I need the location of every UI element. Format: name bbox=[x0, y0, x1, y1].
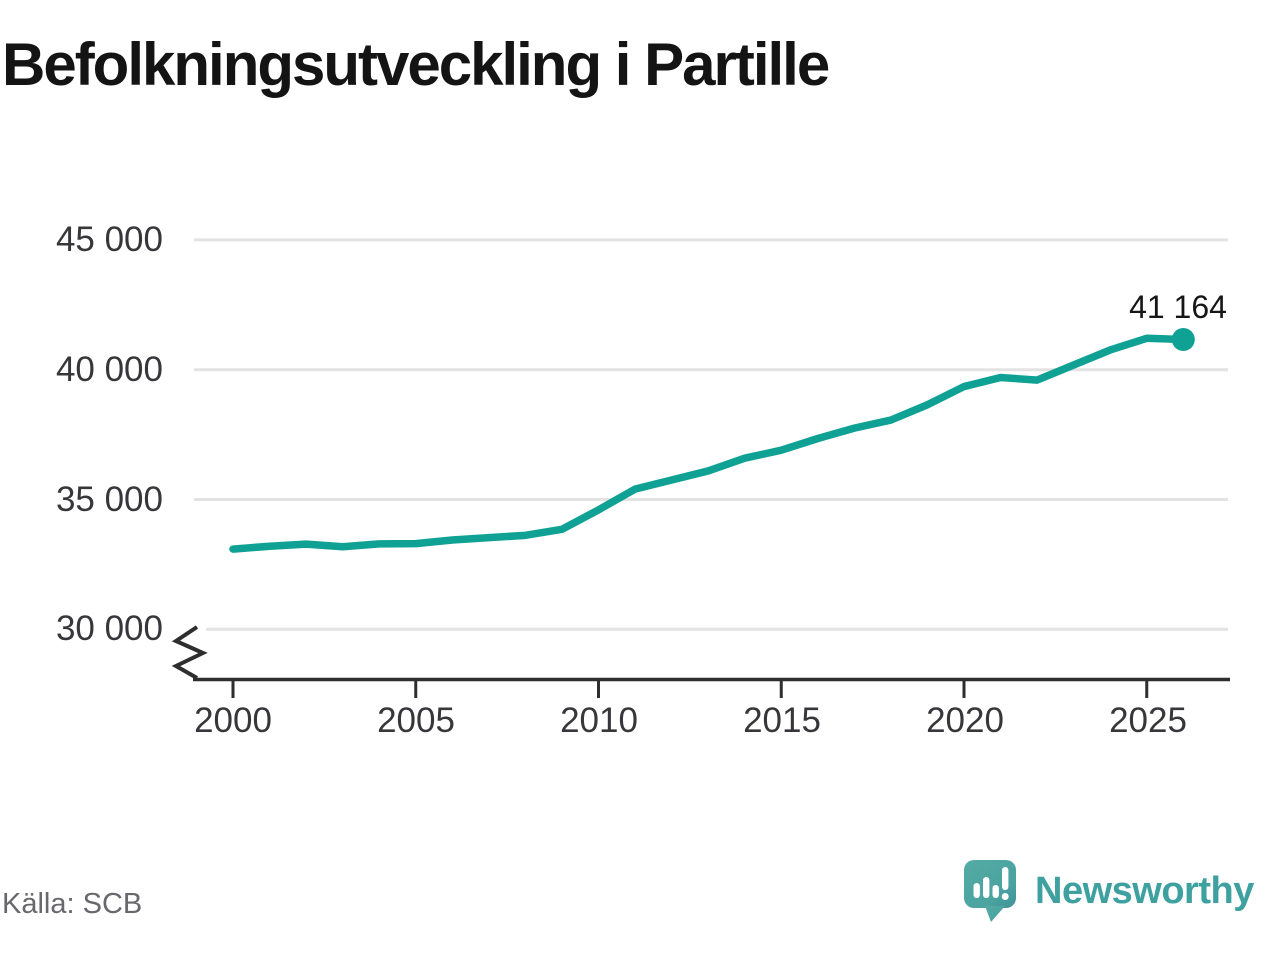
chart-title: Befolkningsutveckling i Partille bbox=[2, 31, 830, 98]
x-tick-label-2015: 2015 bbox=[743, 701, 821, 740]
x-axis bbox=[193, 677, 1230, 698]
newsworthy-branding: Newsworthy bbox=[963, 858, 1254, 924]
newsworthy-wordmark: Newsworthy bbox=[1035, 870, 1254, 912]
axis-break-zigzag bbox=[171, 625, 208, 680]
y-tick-label-40000: 40 000 bbox=[55, 350, 163, 389]
y-tick-label-45000: 45 000 bbox=[55, 220, 163, 259]
x-tick-label-2010: 2010 bbox=[560, 701, 638, 740]
x-tick-label-2005: 2005 bbox=[377, 701, 455, 740]
x-tick-label-2025: 2025 bbox=[1109, 701, 1187, 740]
end-point-dot bbox=[1171, 327, 1195, 351]
source-credit: Källa: SCB bbox=[2, 888, 143, 920]
y-tick-label-30000: 30 000 bbox=[55, 609, 163, 648]
y-tick-label-35000: 35 000 bbox=[55, 480, 163, 519]
gridlines bbox=[194, 238, 1228, 631]
end-point-value-label: 41 164 bbox=[1129, 289, 1227, 325]
newsworthy-logo-icon bbox=[964, 860, 1016, 922]
x-tick-label-2020: 2020 bbox=[926, 701, 1004, 740]
x-tick-label-2000: 2000 bbox=[194, 701, 272, 740]
population-line bbox=[229, 334, 1188, 553]
